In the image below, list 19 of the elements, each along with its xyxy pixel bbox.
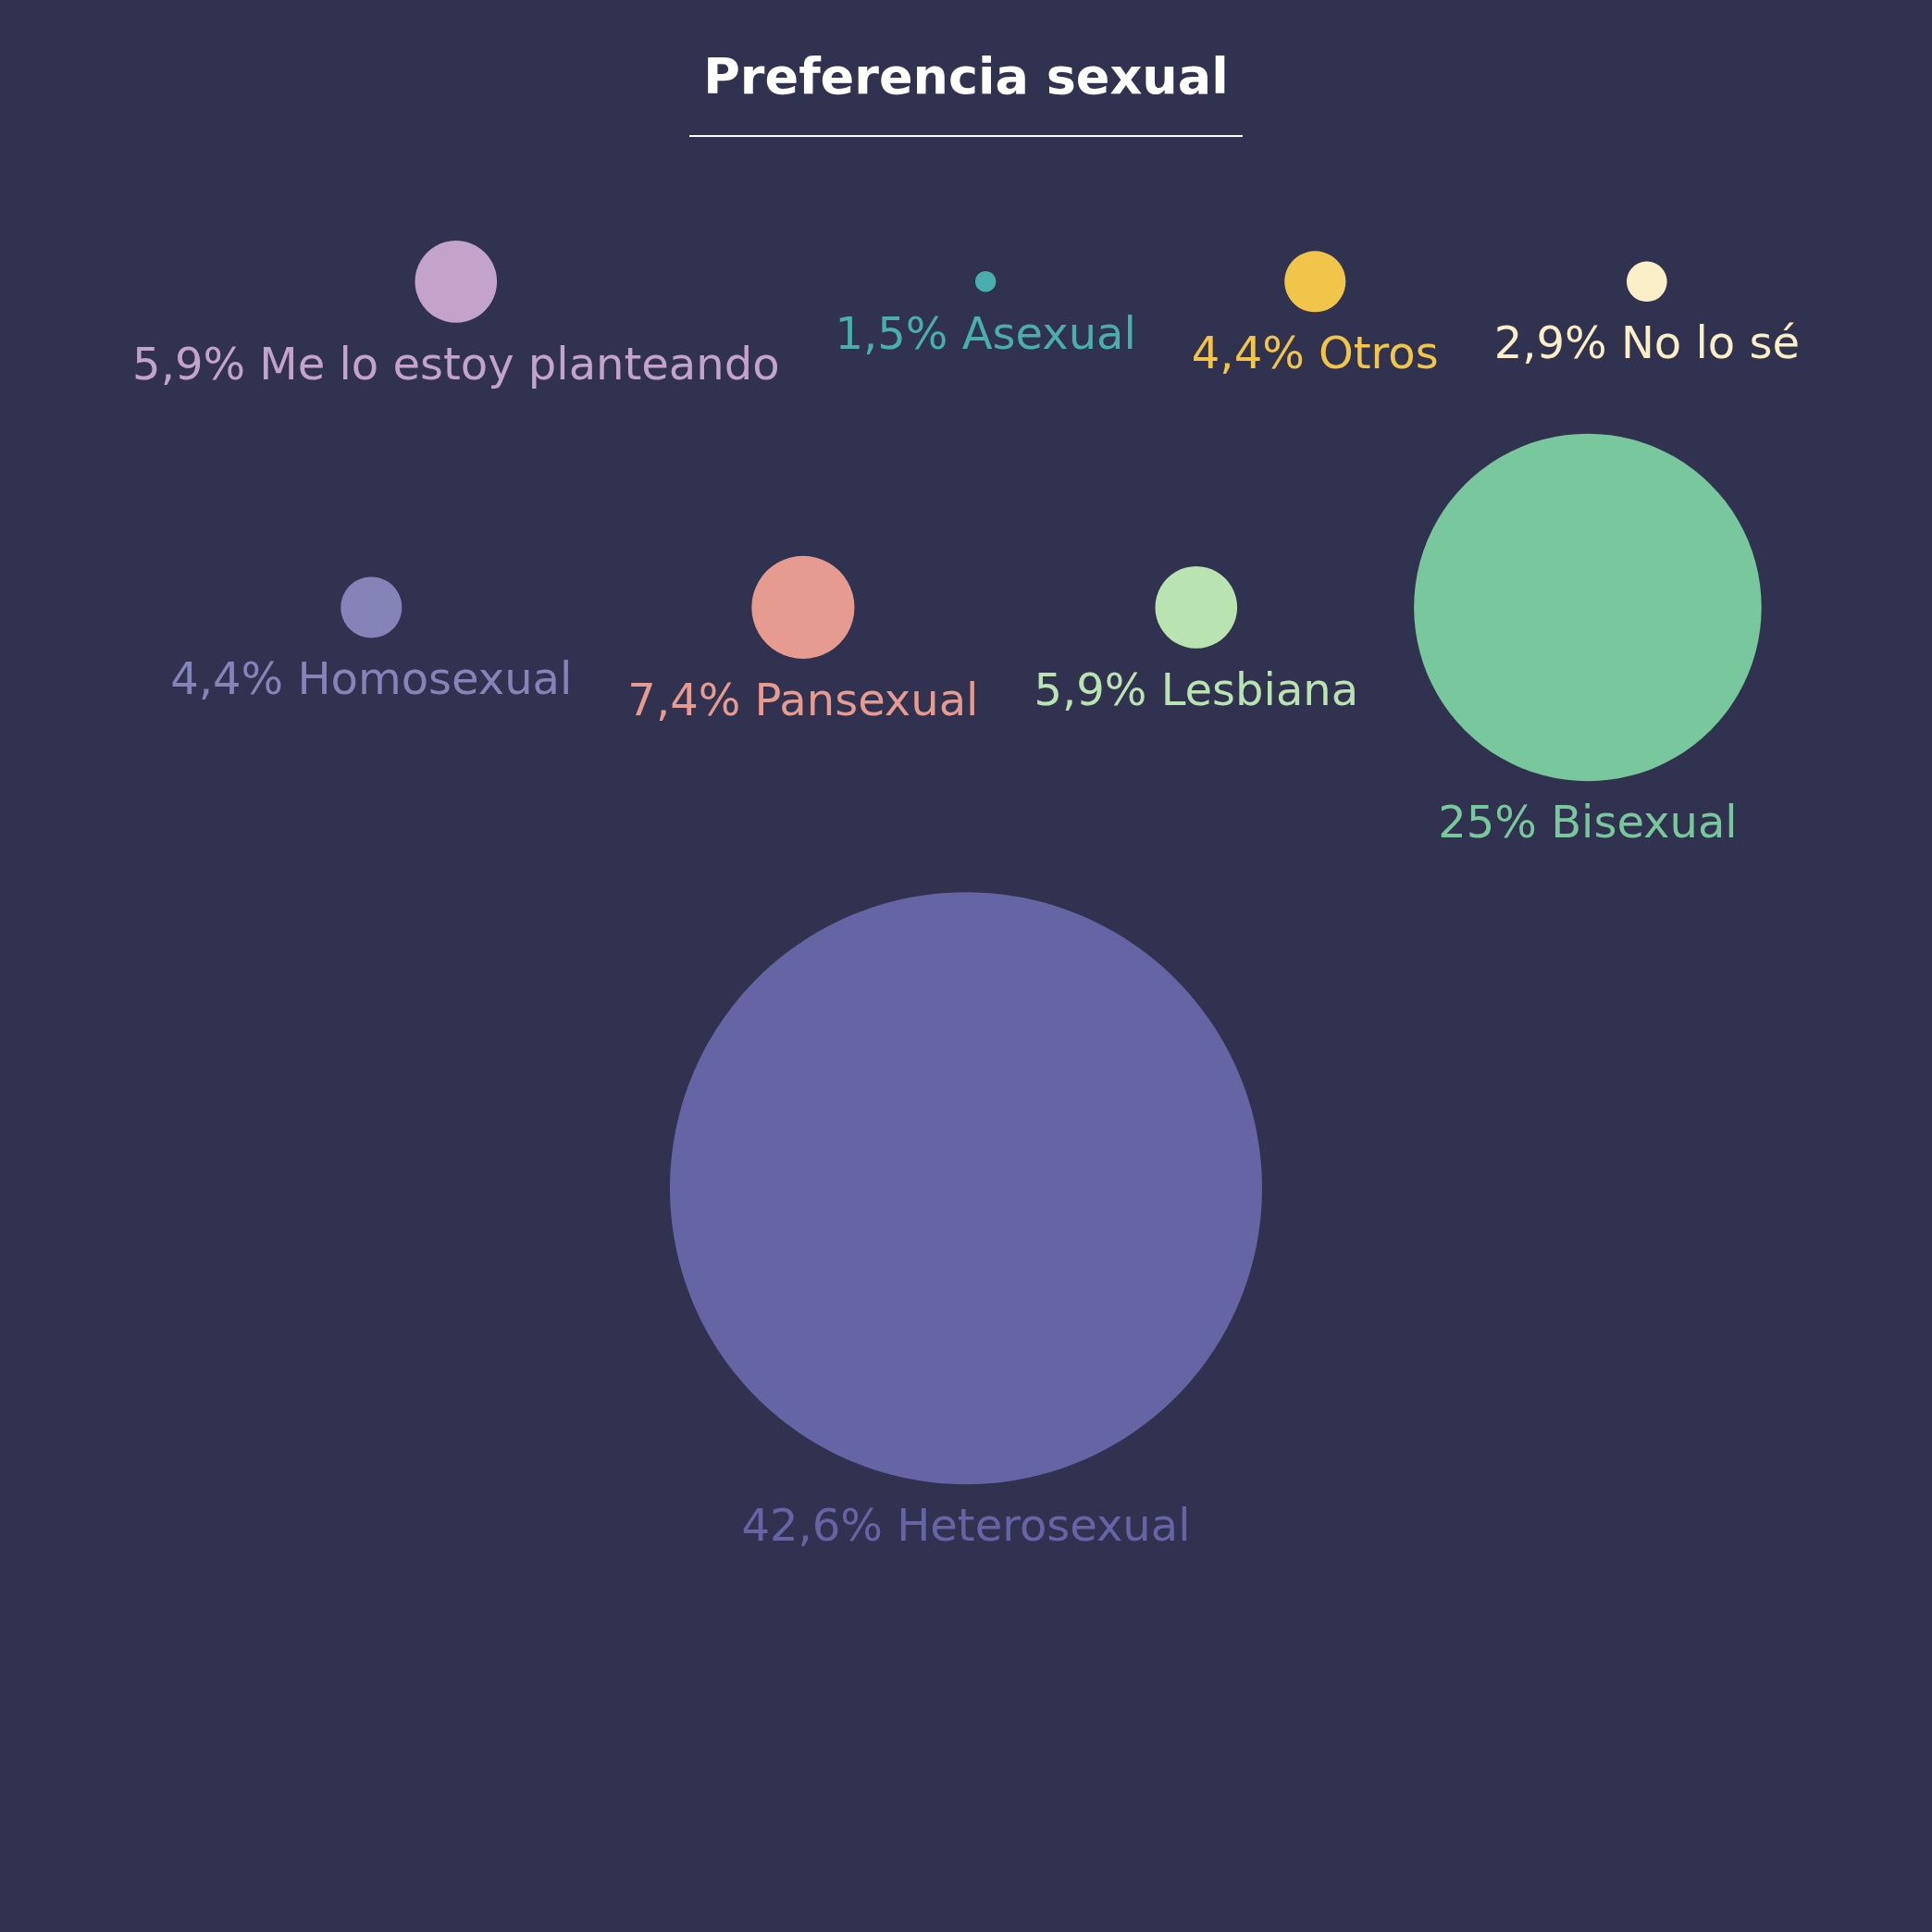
category-label: No lo sé <box>1620 316 1800 369</box>
category-label: Me lo estoy planteando <box>259 337 780 390</box>
category-label: Bisexual <box>1551 796 1738 848</box>
category-label: Heterosexual <box>897 1499 1191 1552</box>
data-label: 4,4% <box>170 652 284 705</box>
data-label: 7,4% <box>627 674 741 726</box>
data-label: 25% <box>1438 796 1537 848</box>
data-label: 5,9% <box>1034 663 1147 715</box>
data-label: 1,5% <box>835 306 948 359</box>
category-label: Homosexual <box>297 652 573 705</box>
category-label: Otros <box>1319 327 1439 379</box>
text: Preferencia sexual <box>703 46 1229 105</box>
category-label: Asexual <box>961 306 1136 359</box>
data-label: 42,6% <box>741 1499 883 1552</box>
data-label: 5,9% <box>132 337 246 390</box>
category-label: Lesbiana <box>1160 663 1359 715</box>
data-label: 2,9% <box>1493 316 1607 369</box>
data-label: 4,4% <box>1191 327 1305 379</box>
category-label: Pansexual <box>754 674 979 726</box>
